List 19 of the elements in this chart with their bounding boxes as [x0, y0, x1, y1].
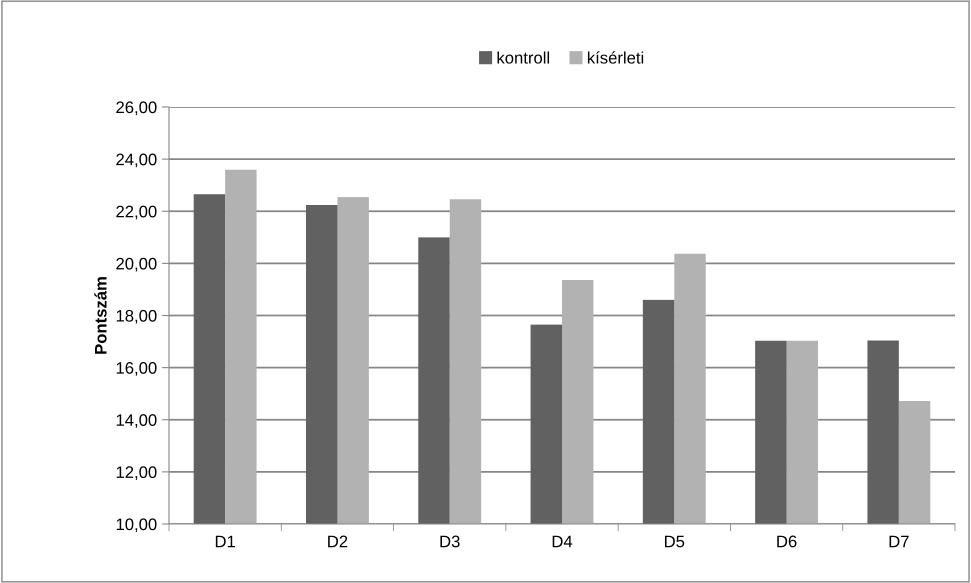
y-tick-label: 18,00 — [116, 310, 157, 324]
y-tick-label: 22,00 — [116, 206, 157, 220]
legend-label: kontroll — [498, 51, 550, 64]
x-tick-label: D7 — [890, 536, 909, 548]
y-tick-label: 14,00 — [116, 414, 157, 428]
x-tick-label: D1 — [216, 536, 235, 548]
x-tick-label: D6 — [777, 536, 796, 548]
x-tick-label: D4 — [552, 536, 572, 548]
y-axis-title: Pontszám — [94, 277, 107, 354]
x-tick-label: D5 — [665, 536, 684, 548]
x-tick-label: D2 — [328, 536, 348, 548]
y-tick-label: 16,00 — [116, 362, 157, 376]
y-tick-label: 26,00 — [116, 101, 157, 116]
legend-label: kísérleti — [588, 51, 644, 64]
y-tick-label: 24,00 — [116, 154, 157, 168]
y-tick-label: 20,00 — [116, 258, 157, 272]
y-tick-label: 10,00 — [116, 518, 157, 532]
x-tick-label: D3 — [440, 536, 460, 548]
y-tick-label: 12,00 — [116, 466, 157, 480]
